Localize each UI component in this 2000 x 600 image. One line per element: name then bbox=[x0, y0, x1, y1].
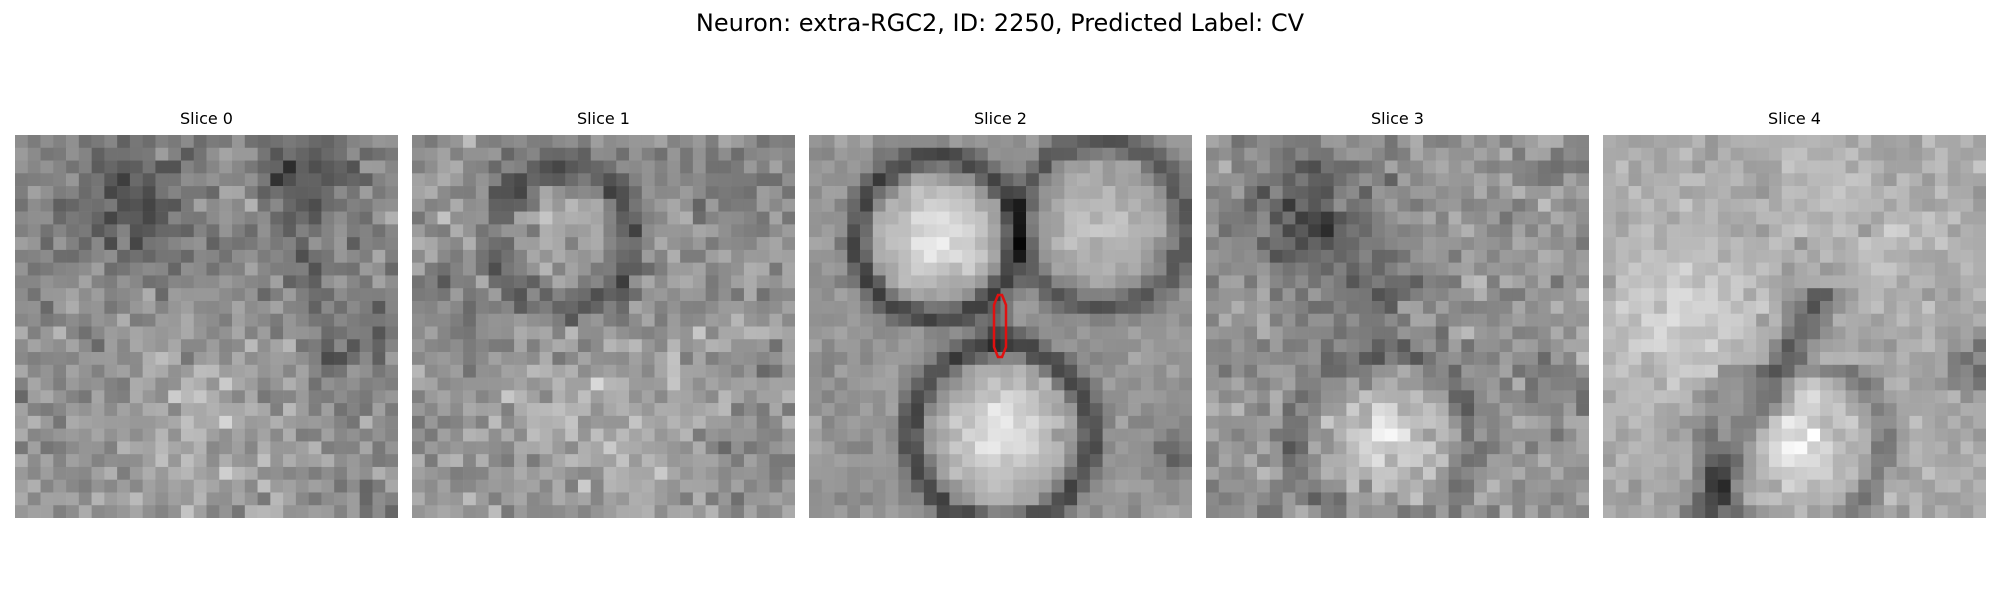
slice-title-3: Slice 3 bbox=[1371, 109, 1424, 128]
slice-panel-3: Slice 3 bbox=[1206, 108, 1589, 518]
slice-title-1: Slice 1 bbox=[577, 109, 630, 128]
slice-panel-0: Slice 0 bbox=[15, 108, 398, 518]
figure-title: Neuron: extra-RGC2, ID: 2250, Predicted … bbox=[695, 9, 1305, 37]
slice-panel-1: Slice 1 bbox=[412, 108, 795, 518]
slice-panel-4: Slice 4 bbox=[1603, 108, 1986, 518]
slice-panel-2: Slice 2 bbox=[809, 108, 1192, 518]
slice-image-3 bbox=[1206, 135, 1589, 518]
slice-image-1 bbox=[412, 135, 795, 518]
slice-title-2: Slice 2 bbox=[974, 109, 1027, 128]
slice-image-0 bbox=[15, 135, 398, 518]
slice-title-4: Slice 4 bbox=[1768, 109, 1821, 128]
synapse-marker-outline bbox=[992, 293, 1008, 359]
slice-image-4 bbox=[1603, 135, 1986, 518]
slice-title-0: Slice 0 bbox=[180, 109, 233, 128]
slice-image-2 bbox=[809, 135, 1192, 518]
